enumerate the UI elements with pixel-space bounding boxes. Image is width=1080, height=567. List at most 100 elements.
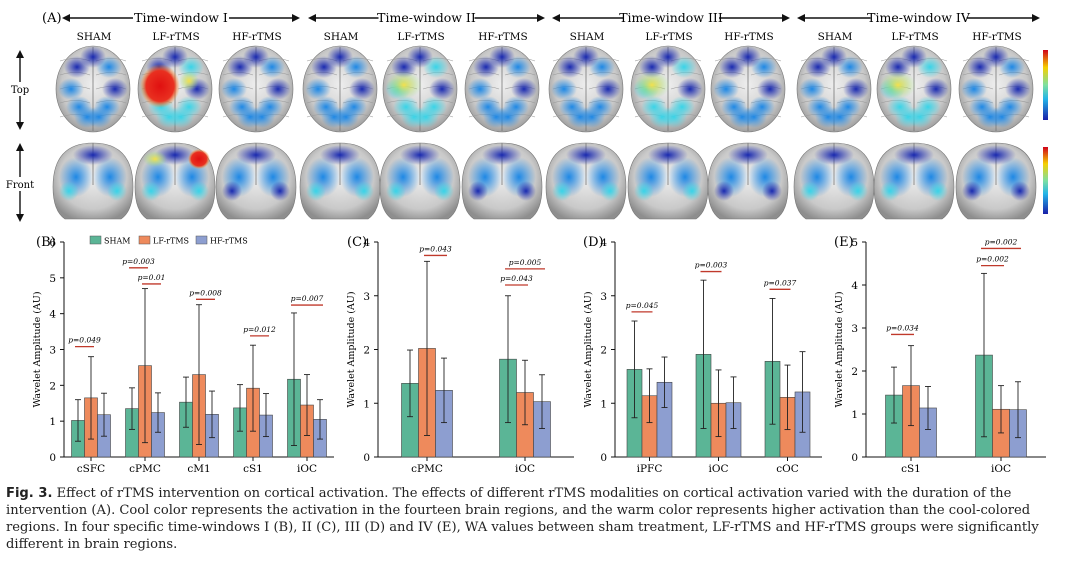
group-label: SHAM [570, 31, 605, 43]
time-window-header: Time-window II [308, 10, 545, 26]
x-tick-label: cS1 [243, 463, 263, 475]
p-value-label: p=0.005 [509, 258, 542, 267]
y-tick-label: 0 [363, 452, 370, 464]
p-value-label: p=0.049 [68, 336, 101, 345]
row-label: Top [11, 85, 29, 96]
y-tick-label: 2 [600, 345, 607, 357]
caption-text: Effect of rTMS intervention on cortical … [6, 486, 1039, 552]
y-tick-label: 4 [600, 237, 607, 249]
legend-swatch [195, 235, 208, 245]
y-tick-label: 4 [363, 237, 370, 249]
y-tick-label: 2 [363, 345, 370, 357]
panel-label: (B) [36, 235, 56, 250]
p-value-label: p=0.003 [695, 261, 728, 270]
x-tick-label: iOC [297, 463, 317, 475]
brain-front-view [52, 142, 134, 220]
x-tick-label: cSFC [77, 463, 105, 475]
brain-top-view [302, 45, 378, 133]
x-tick-label: iOC [708, 463, 728, 475]
panel-a-brain-maps: (A) Time-window I Time-window II Time-wind… [6, 10, 1048, 222]
brain-front-view [627, 142, 709, 220]
brain-top-view [958, 45, 1034, 133]
y-tick-label: 1 [851, 409, 858, 421]
group-label: HF-rTMS [972, 31, 1022, 43]
y-axis-label: Wavelet Amplitude (AU) [32, 291, 43, 407]
p-value-label: p=0.037 [764, 278, 797, 287]
bar-chart-c: (C) 0 1 2 3 4 Wavelet Amplitude (AU) cPMC iOC p=0… [346, 235, 574, 475]
y-tick-label: 0 [49, 452, 56, 464]
time-window-header: Time-window I [62, 10, 300, 26]
y-tick-label: 6 [49, 237, 56, 249]
row-axis: Front [6, 143, 34, 222]
p-value-label: p=0.034 [886, 323, 919, 332]
p-value-label: p=0.002 [976, 255, 1009, 264]
brain-top-view [548, 45, 624, 133]
brain-top-view [630, 45, 706, 133]
y-tick-label: 1 [363, 398, 370, 410]
y-tick-label: 5 [851, 237, 858, 249]
x-tick-label: cM1 [187, 463, 210, 475]
y-tick-label: 4 [49, 309, 56, 321]
panel-label: (D) [583, 235, 604, 250]
p-value-label: p=0.003 [122, 257, 155, 266]
legend-label: SHAM [104, 237, 130, 246]
y-tick-label: 5 [49, 273, 56, 285]
y-tick-label: 0 [851, 452, 858, 464]
y-tick-label: 3 [851, 323, 858, 335]
row-label: Front [6, 180, 34, 191]
bar-chart-d: (D) 0 1 2 3 4 Wavelet Amplitude (AU) iPFC iOC cOC… [583, 235, 822, 475]
legend-label: LF-rTMS [153, 237, 189, 246]
p-value-label: p=0.012 [243, 325, 276, 334]
p-value-label: p=0.043 [419, 244, 452, 253]
y-axis-label: Wavelet Amplitude (AU) [583, 291, 594, 407]
y-tick-label: 4 [851, 280, 858, 292]
row-axis: Top [6, 50, 34, 130]
p-value-label: p=0.045 [626, 301, 659, 310]
p-value-label: p=0.01 [138, 273, 166, 282]
brain-top-view [796, 45, 872, 133]
legend: SHAM LF-rTMS HF-rTMS [89, 235, 248, 246]
x-tick-label: iPFC [637, 463, 663, 475]
panel-a-label: (A) [42, 11, 62, 26]
legend-swatch [89, 235, 102, 245]
y-tick-label: 2 [851, 366, 858, 378]
y-tick-label: 2 [49, 380, 56, 392]
group-label: HF-rTMS [232, 31, 282, 43]
x-tick-label: cPMC [411, 463, 443, 475]
bar-chart-b: (B) 0 1 2 3 4 5 6 Wavelet Amplitude (AU) cSFC cPMC… [32, 235, 334, 475]
brain-top-view [382, 45, 458, 133]
brain-front-view [793, 142, 875, 220]
caption-label: Fig. 3. [6, 486, 53, 501]
color-scale-bar [1043, 50, 1048, 120]
brain-front-view [379, 142, 461, 220]
p-value-label: p=0.007 [291, 294, 324, 303]
group-label: LF-rTMS [645, 31, 692, 43]
brain-front-view [545, 142, 627, 220]
group-label: HF-rTMS [478, 31, 528, 43]
brain-top-view [710, 45, 786, 133]
time-window-header: Time-window III [552, 10, 790, 26]
time-window-label: Time-window II [377, 10, 476, 25]
bar-chart-e: (E) 0 1 2 3 4 5 Wavelet Amplitude (AU) cS1 iOC p=0… [834, 235, 1046, 475]
group-label: LF-rTMS [891, 31, 938, 43]
x-tick-label: cS1 [901, 463, 921, 475]
y-tick-label: 1 [49, 416, 56, 428]
time-window-label: Time-window I [134, 10, 228, 25]
time-window-label: Time-window III [619, 10, 723, 25]
group-label: SHAM [324, 31, 359, 43]
brain-top-view [218, 45, 294, 133]
brain-front-view [134, 142, 216, 220]
y-axis-label: Wavelet Amplitude (AU) [834, 291, 845, 407]
y-tick-label: 0 [600, 452, 607, 464]
figure-caption: Fig. 3. Effect of rTMS intervention on c… [6, 485, 1074, 553]
brain-top-view [876, 45, 952, 133]
p-value-label: p=0.002 [985, 237, 1018, 246]
brain-top-view [55, 45, 131, 133]
y-tick-label: 3 [363, 291, 370, 303]
panel-label: (C) [347, 235, 367, 250]
time-window-header: Time-window IV [797, 10, 1040, 26]
legend-swatch [138, 235, 151, 245]
y-tick-label: 3 [600, 291, 607, 303]
x-tick-label: iOC [515, 463, 535, 475]
